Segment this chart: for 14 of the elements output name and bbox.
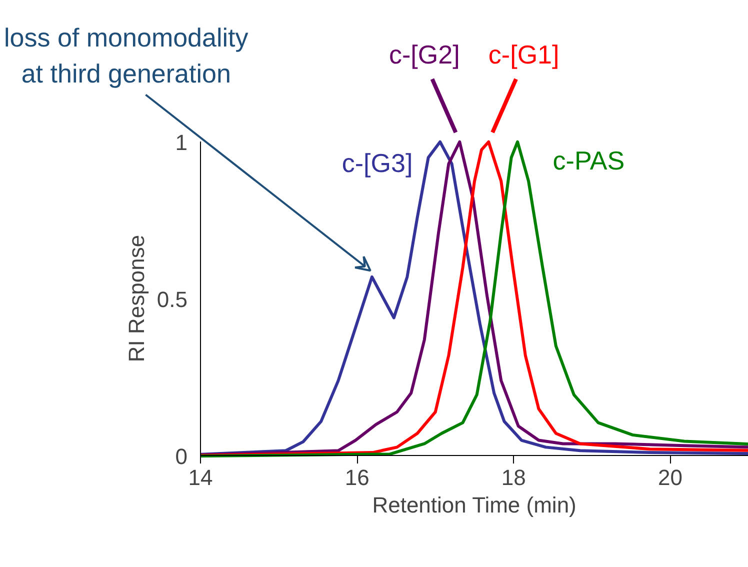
y-axis-title: RI Response: [124, 234, 149, 362]
y-tick-label: 1: [175, 130, 188, 155]
x-axis-title: Retention Time (min): [372, 492, 576, 518]
x-tick-label: 20: [658, 464, 682, 490]
text: c-[G2]: [389, 40, 460, 70]
y-tick-label: 0.5: [156, 286, 188, 312]
series-label: c-PAS: [552, 146, 625, 176]
x-tick-label: 18: [501, 464, 526, 490]
x-tick-label: 14: [188, 464, 213, 490]
text: c-[G1]: [488, 40, 560, 70]
annotation: loss of monomodality at third generation: [4, 22, 248, 88]
x-tick-label: 16: [344, 464, 370, 490]
series-label: c-[G3]: [342, 148, 413, 178]
y-tick-label: 0: [175, 444, 188, 469]
